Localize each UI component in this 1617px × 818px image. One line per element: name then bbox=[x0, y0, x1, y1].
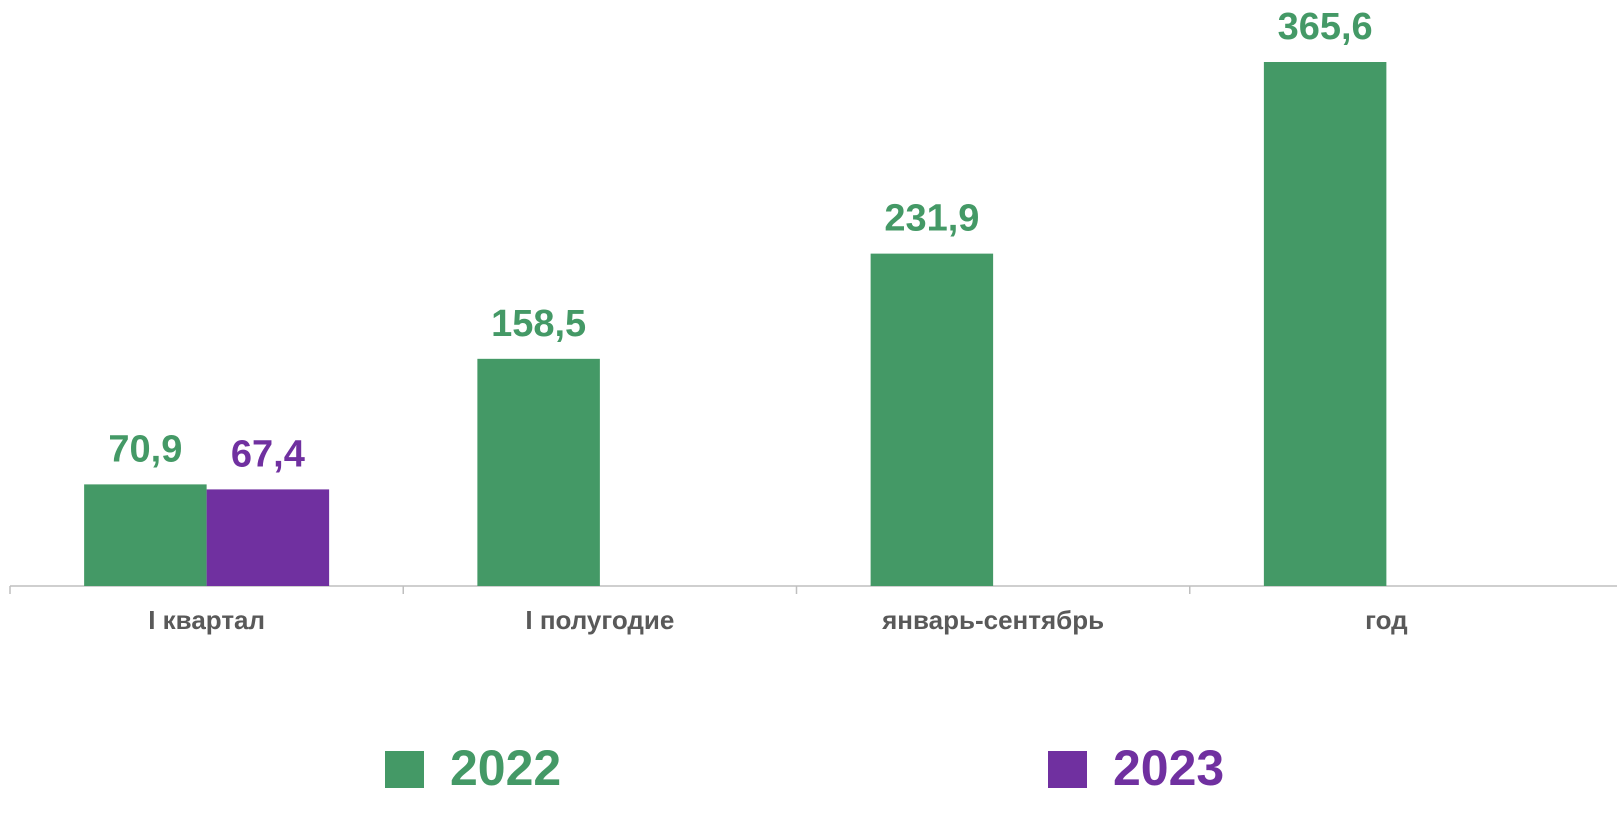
legend-swatch bbox=[1048, 751, 1087, 788]
data-label: 365,6 bbox=[1278, 6, 1373, 48]
data-label: 67,4 bbox=[231, 433, 305, 475]
legend-label: 2022 bbox=[450, 740, 561, 796]
bar bbox=[206, 489, 330, 586]
x-tick-label: I квартал bbox=[148, 605, 265, 635]
x-tick-label: год bbox=[1365, 605, 1408, 635]
bar bbox=[477, 358, 600, 586]
bar bbox=[84, 484, 207, 586]
data-label: 70,9 bbox=[108, 428, 182, 470]
legend-swatch bbox=[385, 751, 424, 788]
data-label: 231,9 bbox=[884, 198, 979, 240]
data-label: 158,5 bbox=[491, 303, 586, 345]
x-tick-label: январь-сентябрь bbox=[881, 605, 1104, 635]
bar bbox=[870, 253, 994, 587]
bar bbox=[1263, 62, 1387, 586]
x-tick-label: I полугодие bbox=[525, 605, 674, 635]
legend-label: 2023 bbox=[1113, 740, 1224, 796]
